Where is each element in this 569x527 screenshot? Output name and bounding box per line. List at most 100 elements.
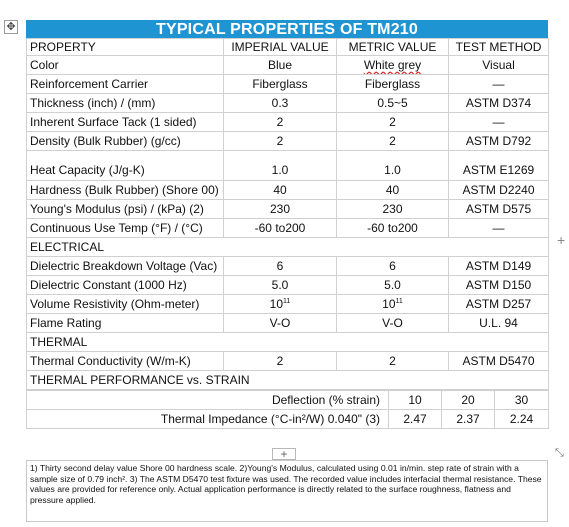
test-cell: ASTM D2240: [448, 180, 549, 200]
test-cell: ASTM E1269: [448, 150, 549, 181]
strain-grid: Deflection (% strain) 10 20 30 Thermal I…: [26, 390, 549, 429]
imperial-cell: Fiberglass: [223, 74, 337, 94]
properties-table: TYPICAL PROPERTIES OF TM210 PROPERTY IMP…: [26, 20, 549, 429]
metric-cell: 6: [336, 256, 449, 276]
property-cell: Color: [26, 55, 224, 75]
imperial-cell: 40: [223, 180, 337, 200]
property-cell: Young's Modulus (psi) / (kPa) (2): [26, 199, 224, 219]
test-cell: ASTM D257: [448, 294, 549, 314]
imperial-cell: 230: [223, 199, 337, 219]
impedance-value: 2.37: [441, 409, 495, 429]
header-metric: METRIC VALUE: [336, 38, 449, 56]
header-row: PROPERTY IMPERIAL VALUE METRIC VALUE TES…: [26, 38, 549, 56]
metric-cell: 1.0: [336, 150, 449, 181]
impedance-label: Thermal Impedance (°C-in²/W) 0.040" (3): [26, 409, 389, 429]
table-row: Color Blue White grey Visual: [26, 55, 549, 75]
metric-cell: Fiberglass: [336, 74, 449, 94]
value-base: 10: [382, 297, 396, 311]
test-cell: —: [448, 74, 549, 94]
test-cell: —: [448, 112, 549, 132]
metric-cell: 1011: [336, 294, 449, 314]
deflection-value: 30: [494, 390, 549, 410]
add-row-button[interactable]: +: [272, 448, 296, 460]
table-row: Volume Resistivity (Ohm-meter) 1011 1011…: [26, 294, 549, 314]
property-cell: Volume Resistivity (Ohm-meter): [26, 294, 224, 314]
deflection-label: Deflection (% strain): [26, 390, 389, 410]
spellcheck-text: White grey: [363, 58, 422, 72]
property-cell: Inherent Surface Tack (1 sided): [26, 112, 224, 132]
header-test: TEST METHOD: [448, 38, 549, 56]
section-row-electrical: ELECTRICAL: [26, 237, 549, 257]
impedance-value: 2.24: [494, 409, 549, 429]
metric-cell: White grey: [336, 55, 449, 75]
impedance-value: 2.47: [388, 409, 442, 429]
table-row: Hardness (Bulk Rubber) (Shore 00) (1) 40…: [26, 180, 549, 200]
imperial-cell: 2: [223, 351, 337, 371]
metric-cell: 2: [336, 131, 449, 151]
table-row: Flame Rating V-O V-O U.L. 94: [26, 313, 549, 333]
table-row: Heat Capacity (J/g-K) 1.0 1.0 ASTM E1269: [26, 150, 549, 181]
imperial-cell: 0.3: [223, 93, 337, 113]
test-cell: ASTM D149: [448, 256, 549, 276]
metric-cell: 0.5~5: [336, 93, 449, 113]
property-cell: Continuous Use Temp (°F) / (°C): [26, 218, 224, 238]
table-row: Thickness (inch) / (mm) 0.3 0.5~5 ASTM D…: [26, 93, 549, 113]
table-row: Reinforcement Carrier Fiberglass Fibergl…: [26, 74, 549, 94]
imperial-cell: 6: [223, 256, 337, 276]
metric-cell: 40: [336, 180, 449, 200]
metric-cell: 2: [336, 112, 449, 132]
table-row: Inherent Surface Tack (1 sided) 2 2 —: [26, 112, 549, 132]
property-cell: Reinforcement Carrier: [26, 74, 224, 94]
footnote-box: 1) Thirty second delay value Shore 00 ha…: [26, 460, 548, 522]
imperial-cell: 2: [223, 131, 337, 151]
imperial-cell: 5.0: [223, 275, 337, 295]
test-cell: U.L. 94: [448, 313, 549, 333]
metric-cell: V-O: [336, 313, 449, 333]
footnote-text: 1) Thirty second delay value Shore 00 ha…: [30, 463, 542, 505]
property-cell: Hardness (Bulk Rubber) (Shore 00) (1): [26, 180, 224, 200]
test-cell: ASTM D792: [448, 131, 549, 151]
imperial-cell: 2: [223, 112, 337, 132]
table-row: Thermal Conductivity (W/m-K) 2 2 ASTM D5…: [26, 351, 549, 371]
imperial-cell: 1011: [223, 294, 337, 314]
add-column-button[interactable]: +: [557, 232, 566, 248]
table-move-handle-icon[interactable]: ✥: [4, 20, 18, 34]
imperial-cell: Blue: [223, 55, 337, 75]
property-cell: Density (Bulk Rubber) (g/cc): [26, 131, 224, 151]
test-cell: Visual: [448, 55, 549, 75]
test-cell: ASTM D374: [448, 93, 549, 113]
section-title: THERMAL: [26, 332, 549, 352]
metric-cell: 230: [336, 199, 449, 219]
section-title: THERMAL PERFORMANCE vs. STRAIN: [26, 370, 549, 390]
table-title: TYPICAL PROPERTIES OF TM210: [26, 20, 548, 38]
value-exponent: 11: [283, 298, 291, 305]
section-row-thermal: THERMAL: [26, 332, 549, 352]
test-cell: ASTM D5470: [448, 351, 549, 371]
table-row: Density (Bulk Rubber) (g/cc) 2 2 ASTM D7…: [26, 131, 549, 151]
metric-cell: 5.0: [336, 275, 449, 295]
deflection-row: Deflection (% strain) 10 20 30: [26, 390, 549, 410]
table-row: Dielectric Constant (1000 Hz) 5.0 5.0 AS…: [26, 275, 549, 295]
table-row: Dielectric Breakdown Voltage (Vac) 6 6 A…: [26, 256, 549, 276]
value-base: 10: [269, 297, 284, 311]
deflection-value: 20: [441, 390, 495, 410]
impedance-row: Thermal Impedance (°C-in²/W) 0.040" (3) …: [26, 409, 549, 429]
property-cell: Dielectric Constant (1000 Hz): [26, 275, 224, 295]
property-cell: Thickness (inch) / (mm): [26, 93, 224, 113]
properties-grid: PROPERTY IMPERIAL VALUE METRIC VALUE TES…: [26, 38, 549, 390]
metric-cell: -60 to200: [336, 218, 449, 238]
deflection-value: 10: [388, 390, 442, 410]
header-imperial: IMPERIAL VALUE: [223, 38, 337, 56]
value-exponent: 11: [395, 298, 403, 305]
table-row: Continuous Use Temp (°F) / (°C) -60 to20…: [26, 218, 549, 238]
section-row-performance: THERMAL PERFORMANCE vs. STRAIN: [26, 370, 549, 390]
property-cell: Dielectric Breakdown Voltage (Vac): [26, 256, 224, 276]
test-cell: ASTM D575: [448, 199, 549, 219]
table-resize-handle-icon[interactable]: ⤡: [555, 447, 564, 459]
imperial-cell: 1.0: [223, 150, 337, 181]
test-cell: —: [448, 218, 549, 238]
property-cell: Flame Rating: [26, 313, 224, 333]
metric-cell: 2: [336, 351, 449, 371]
imperial-cell: -60 to200: [223, 218, 337, 238]
section-title: ELECTRICAL: [26, 237, 549, 257]
